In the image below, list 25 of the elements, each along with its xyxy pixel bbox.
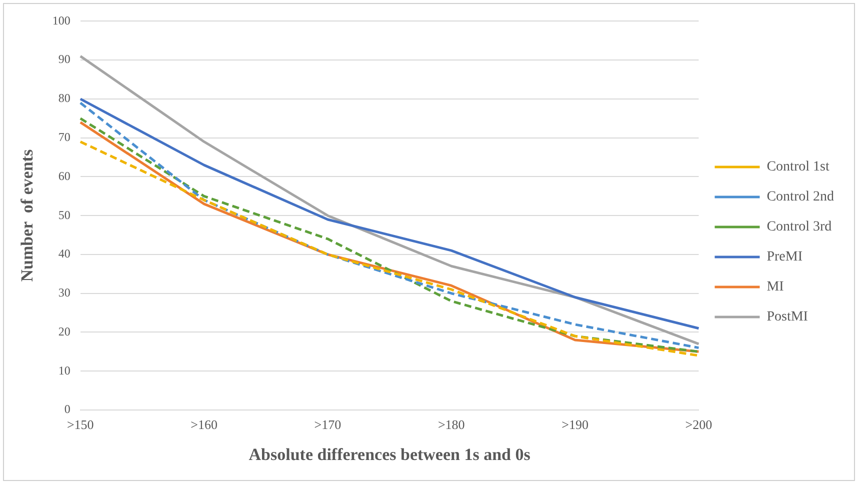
legend-label: PreMI	[766, 250, 803, 265]
x-tick-label: >150	[66, 417, 94, 432]
y-tick-label: 0	[64, 402, 70, 416]
x-tick-label: >160	[190, 417, 218, 432]
y-tick-label: 80	[58, 91, 70, 106]
x-tick-label: >170	[314, 417, 342, 432]
x-axis-title: Absolute differences between 1s and 0s	[248, 445, 531, 464]
legend-label: Control 3rd	[766, 220, 832, 235]
legend-label: MI	[766, 280, 784, 295]
y-axis-title: Number of events	[18, 149, 37, 282]
y-tick-label: 30	[58, 286, 70, 300]
y-tick-label: 10	[58, 363, 70, 378]
y-tick-label: 50	[58, 208, 70, 222]
legend-label: Control 1st	[766, 160, 830, 175]
y-tick-label: 20	[58, 324, 70, 338]
x-tick-label: >180	[438, 417, 465, 432]
y-tick-label: 100	[52, 13, 70, 28]
y-tick-label: 90	[58, 52, 70, 66]
y-tick-label: 60	[58, 168, 70, 183]
legend-label: Control 2nd	[766, 190, 834, 205]
legend-label: PostMI	[766, 310, 808, 325]
y-tick-label: 70	[58, 130, 70, 144]
y-tick-label: 40	[58, 246, 70, 261]
x-tick-label: >200	[685, 417, 712, 432]
x-tick-label: >190	[562, 417, 588, 432]
